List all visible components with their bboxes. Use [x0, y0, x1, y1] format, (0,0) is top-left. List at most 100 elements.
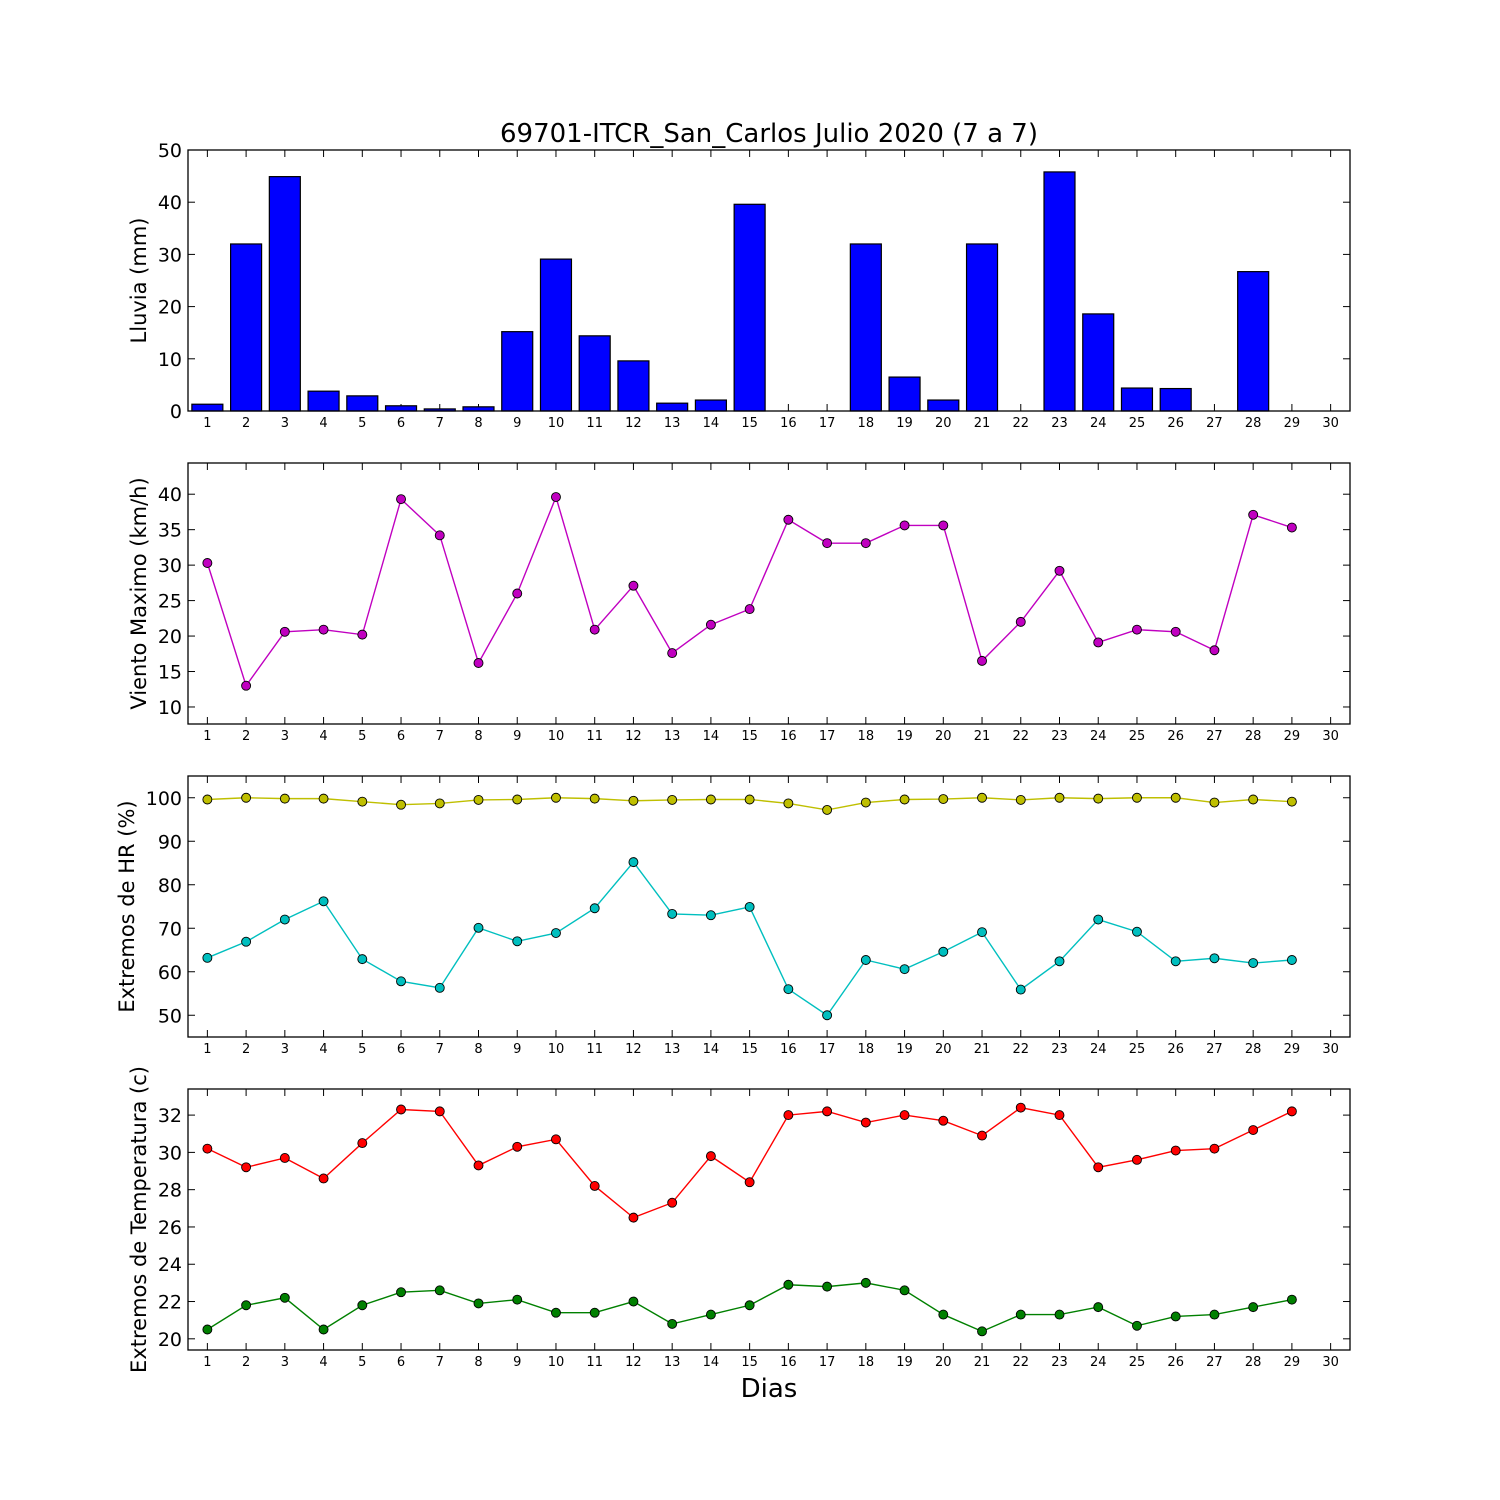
- data-point-day-19: [899, 520, 910, 531]
- x-tick-label: 5: [358, 729, 366, 744]
- x-tick-label: 14: [703, 729, 720, 744]
- x-tick-label: 2: [242, 1355, 250, 1370]
- x-tick-label: 21: [974, 1355, 991, 1370]
- y-tick-label: 100: [146, 788, 182, 810]
- x-tick-label: 26: [1167, 416, 1184, 431]
- x-tick-label: 12: [625, 729, 642, 744]
- x-tick-label: 15: [741, 729, 758, 744]
- y-tick-label: 30: [158, 1142, 182, 1164]
- data-point-day-5: [357, 1300, 368, 1311]
- y-tick-label: 30: [158, 555, 182, 577]
- data-point-day-3: [279, 914, 290, 925]
- data-point-day-6: [396, 976, 406, 987]
- plot-frame: [187, 149, 1351, 412]
- x-tick-label: 12: [625, 416, 642, 431]
- data-point-day-24: [1093, 637, 1104, 648]
- x-tick-label: 24: [1090, 1042, 1107, 1057]
- data-point-day-18: [860, 955, 871, 965]
- data-point-day-11: [589, 1180, 600, 1191]
- data-point-day-23: [1054, 1110, 1065, 1121]
- x-tick-label: 27: [1206, 729, 1223, 744]
- data-point-day-11: [589, 1307, 600, 1318]
- x-tick-label: 25: [1129, 729, 1146, 744]
- data-point-day-10: [551, 928, 561, 938]
- y-tick-label: 32: [158, 1105, 182, 1127]
- bar-day-5: [346, 395, 379, 412]
- bar-day-20: [927, 399, 960, 412]
- y-tick-label: 10: [158, 349, 182, 371]
- data-point-day-24: [1093, 793, 1104, 804]
- data-point-day-24: [1093, 1162, 1104, 1173]
- data-point-day-9: [512, 588, 523, 599]
- x-tick-label: 9: [513, 729, 521, 744]
- data-point-day-12: [628, 580, 639, 591]
- y-tick-label: 25: [158, 591, 182, 613]
- x-tick-label: 30: [1322, 729, 1339, 744]
- data-point-day-4: [318, 1173, 329, 1184]
- data-point-day-17: [822, 1010, 833, 1021]
- bar-day-21: [965, 243, 999, 412]
- x-tick-label: 25: [1129, 1355, 1146, 1370]
- data-point-day-11: [589, 793, 600, 804]
- x-tick-label: 3: [281, 1042, 289, 1057]
- x-tick-label: 7: [436, 416, 444, 431]
- y-tick-label: 28: [158, 1180, 182, 1202]
- data-point-day-17: [822, 804, 833, 815]
- x-tick-label: 13: [664, 416, 681, 431]
- y-tick-label: 20: [158, 626, 182, 648]
- x-tick-label: 19: [896, 1355, 913, 1370]
- x-tick-label: 23: [1051, 729, 1068, 744]
- data-point-day-4: [318, 624, 329, 635]
- y-tick-label: 50: [158, 140, 182, 162]
- bar-day-11: [578, 335, 611, 412]
- data-point-day-27: [1209, 1143, 1220, 1154]
- x-tick-label: 24: [1090, 1355, 1107, 1370]
- x-tick-label: 18: [858, 1355, 875, 1370]
- data-point-day-19: [899, 1110, 910, 1121]
- data-point-day-26: [1170, 792, 1181, 803]
- x-tick-label: 16: [780, 729, 797, 744]
- bar-day-14: [694, 399, 727, 412]
- data-point-day-18: [860, 1277, 871, 1288]
- y-tick-label: 35: [158, 520, 182, 542]
- data-point-day-11: [589, 903, 600, 914]
- x-tick-label: 28: [1245, 1355, 1262, 1370]
- data-point-day-25: [1132, 1154, 1142, 1165]
- y-axis-label: Extremos de HR (%): [115, 800, 139, 1012]
- x-tick-label: 18: [858, 1042, 875, 1057]
- y-axis-label: Extremos de Temperatura (c): [127, 1066, 151, 1373]
- data-point-day-5: [357, 1138, 368, 1149]
- x-tick-label: 10: [548, 1355, 565, 1370]
- x-tick-label: 21: [974, 416, 991, 431]
- data-point-day-20: [938, 794, 949, 805]
- x-tick-label: 25: [1129, 1042, 1146, 1057]
- data-point-day-17: [822, 1106, 833, 1117]
- data-point-day-16: [783, 798, 794, 809]
- data-point-day-3: [279, 626, 290, 637]
- x-tick-label: 4: [319, 729, 327, 744]
- data-point-day-20: [938, 1309, 949, 1320]
- data-point-day-4: [318, 896, 329, 907]
- x-tick-label: 14: [703, 1042, 720, 1057]
- data-point-day-22: [1015, 1309, 1026, 1320]
- data-point-day-3: [279, 793, 290, 804]
- x-tick-label: 29: [1284, 416, 1301, 431]
- bar-day-18: [849, 243, 882, 412]
- data-point-day-14: [705, 794, 716, 805]
- data-point-day-19: [899, 794, 910, 805]
- data-point-day-29: [1286, 522, 1297, 533]
- data-point-day-24: [1093, 914, 1104, 925]
- data-point-day-22: [1015, 794, 1026, 805]
- data-point-day-20: [938, 520, 949, 531]
- data-point-day-22: [1015, 616, 1026, 627]
- x-tick-label: 20: [935, 1355, 952, 1370]
- data-point-day-2: [241, 1162, 252, 1173]
- plot-frame: [187, 1088, 1351, 1351]
- data-point-day-10: [551, 1307, 561, 1318]
- data-point-day-26: [1170, 956, 1181, 967]
- x-tick-label: 8: [474, 729, 482, 744]
- data-point-day-15: [744, 1300, 755, 1311]
- y-tick-label: 26: [158, 1217, 182, 1239]
